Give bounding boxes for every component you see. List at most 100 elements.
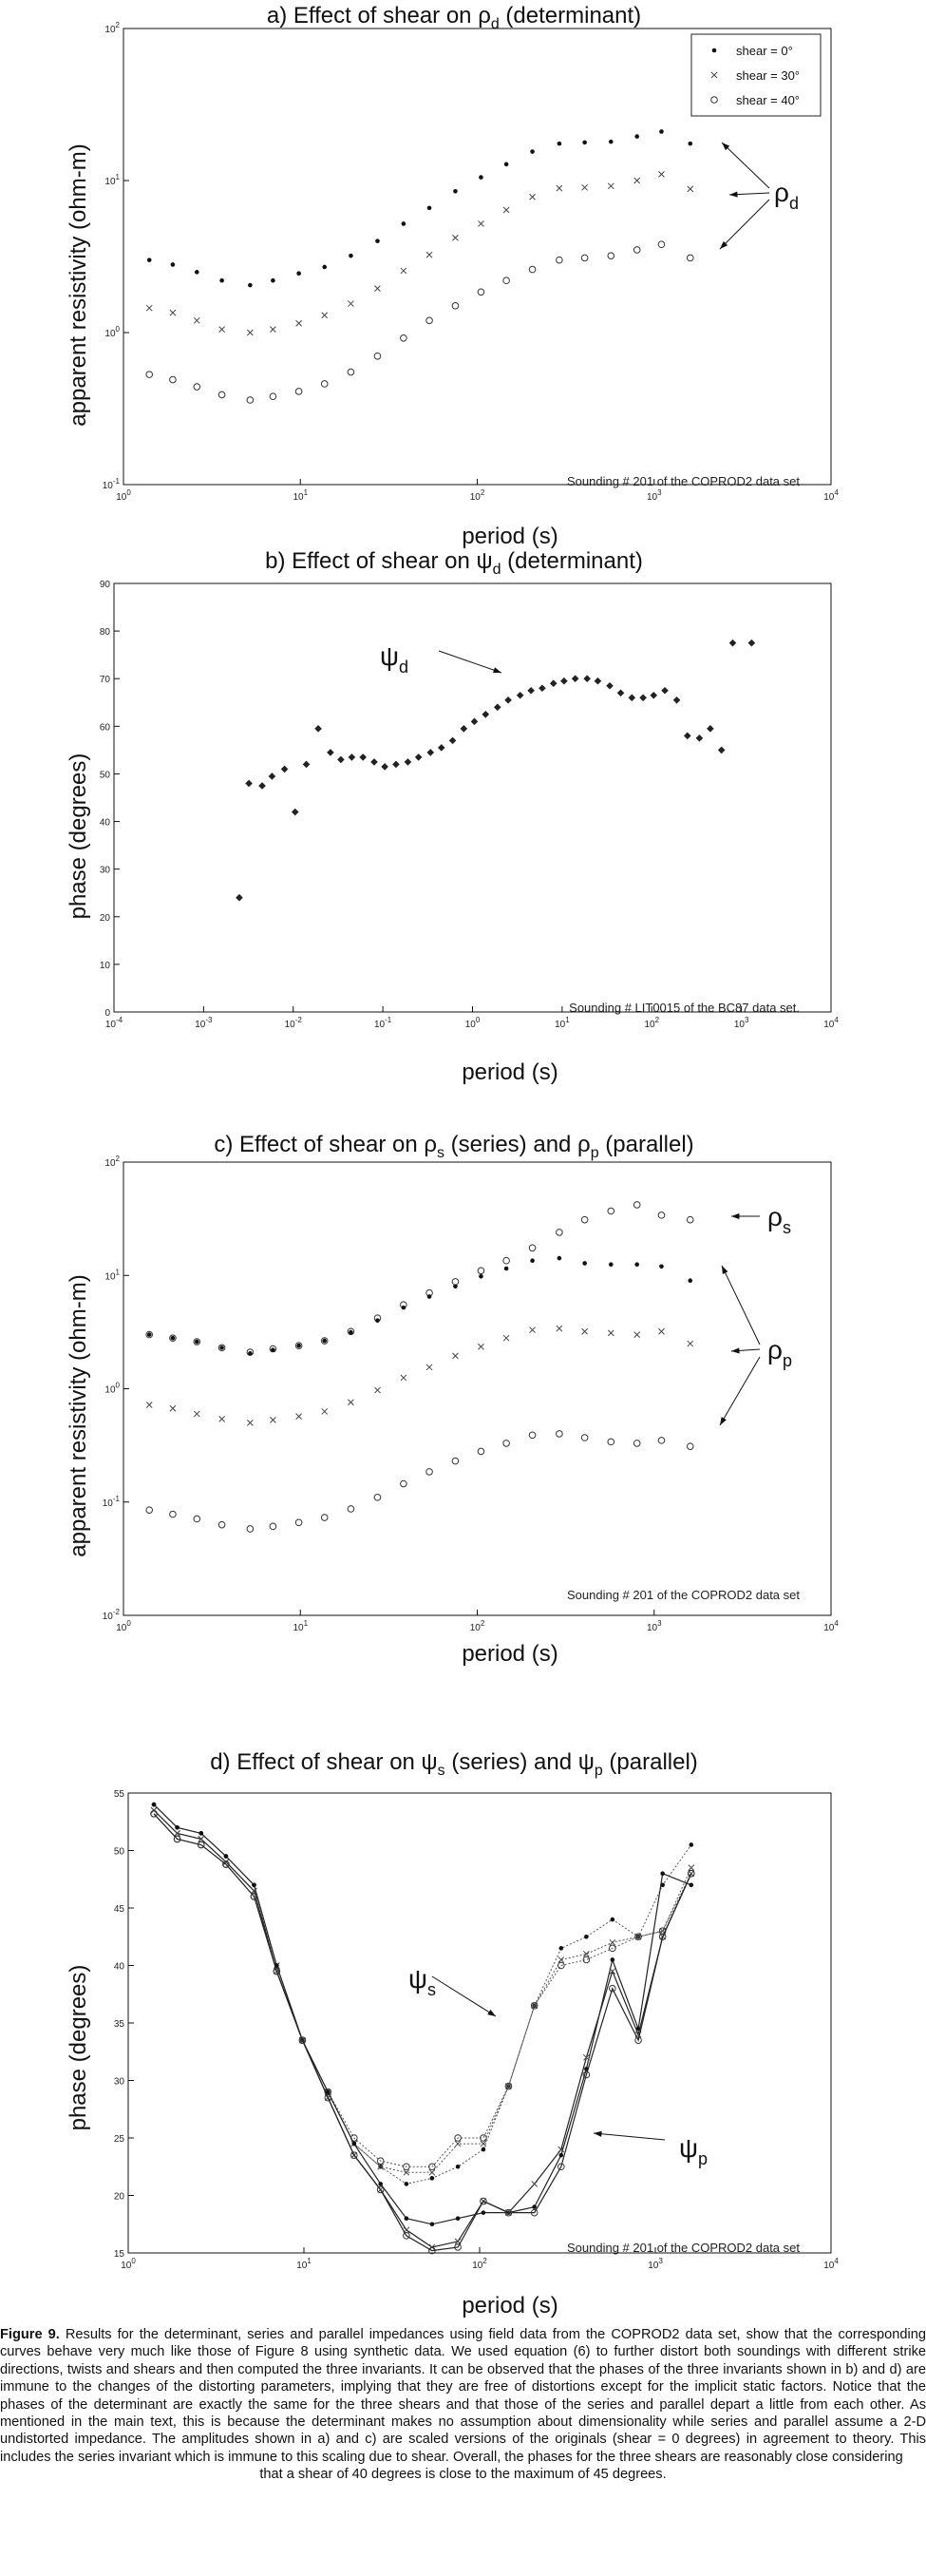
chart-c-rho-s-label: ρs xyxy=(767,1202,791,1237)
chart-d: d) Effect of shear on ψs (series) and ψp… xyxy=(0,1682,926,2320)
chart-a-point-s0 xyxy=(375,239,380,243)
chart-b-point xyxy=(482,711,490,718)
chart-d-point-s2 xyxy=(634,1933,642,1941)
chart-d-point-s2 xyxy=(609,1944,616,1953)
chart-d-point-s5 xyxy=(273,1967,281,1975)
chart-d-point-s0 xyxy=(689,1842,694,1847)
chart-a-point-s0 xyxy=(296,271,301,277)
caption-last-line: that a shear of 40 degrees is close to t… xyxy=(259,2467,667,2483)
chart-c-point-s2 xyxy=(581,1327,588,1335)
chart-c-point-s3 xyxy=(425,1468,433,1476)
chart-a-point-s1 xyxy=(348,300,354,307)
chart-d-point-s4 xyxy=(222,1859,230,1865)
chart-c-point-s2 xyxy=(348,1399,354,1406)
chart-b-ytick-label: 40 xyxy=(100,818,111,829)
chart-a-point-s2 xyxy=(320,380,329,388)
chart-b-ytick-label: 20 xyxy=(100,913,111,924)
chart-c-point-s3 xyxy=(607,1438,615,1446)
chart-a-point-s0 xyxy=(659,129,664,134)
chart-a-ylabel: apparent resistivity (ohm-m) xyxy=(66,143,91,426)
chart-d-svg: d) Effect of shear on ψs (series) and ψp… xyxy=(66,1749,839,2318)
chart-d-point-s5 xyxy=(557,2163,565,2171)
chart-c-point-s0 xyxy=(320,1337,329,1345)
chart-a-point-s1 xyxy=(658,171,665,178)
chart-b-point xyxy=(527,686,535,695)
chart-d-point-s1 xyxy=(609,1938,616,1946)
legend-entry-shear-0: shear = 0° xyxy=(736,44,793,58)
chart-d-point-s5 xyxy=(222,1860,230,1868)
chart-d-ytick-label: 35 xyxy=(114,2019,125,2030)
chart-a-xtick-label: 100 xyxy=(116,488,131,503)
chart-d-point-s2 xyxy=(582,1956,591,1964)
chart-b-point xyxy=(707,725,714,733)
chart-c-point-s2 xyxy=(169,1404,177,1412)
chart-b-point xyxy=(437,744,445,752)
chart-b-point xyxy=(426,749,435,756)
chart-b-point xyxy=(337,755,345,764)
chart-c-arrow xyxy=(719,1356,761,1426)
chart-b-point xyxy=(549,679,557,688)
chart-a-point-s0 xyxy=(170,262,176,267)
chart-d-line-s4 xyxy=(153,1809,692,2248)
chart-c-point-s1 xyxy=(271,1347,275,1352)
chart-a-point-s2 xyxy=(657,240,666,249)
chart-d-point-s0 xyxy=(481,2147,486,2152)
chart-c-point-s3 xyxy=(169,1510,177,1518)
chart-d-point-s1 xyxy=(688,1864,695,1872)
chart-a-point-s0 xyxy=(271,277,275,283)
chart-c-point-s0 xyxy=(451,1278,460,1286)
chart-c-rho-p-label: ρp xyxy=(767,1335,792,1370)
chart-b-point xyxy=(571,675,579,683)
chart-c-point-s1 xyxy=(530,1258,535,1264)
chart-c-point-s3 xyxy=(657,1437,666,1444)
chart-d-point-s3 xyxy=(429,2222,435,2227)
chart-b-point xyxy=(516,691,524,699)
chart-b-point xyxy=(594,677,602,685)
chart-c-point-s3 xyxy=(193,1515,201,1523)
chart-b-point xyxy=(370,758,378,766)
chart-d-point-s1 xyxy=(557,1956,565,1963)
chart-b-ytick-label: 70 xyxy=(100,675,111,685)
chart-a-point-s2 xyxy=(269,392,277,401)
chart-d-point-s2 xyxy=(428,2163,436,2171)
chart-d-line-s3 xyxy=(153,1803,692,2225)
chart-c-point-s3 xyxy=(373,1494,382,1501)
chart-d-point-s5 xyxy=(530,2208,539,2217)
chart-a-point-s0 xyxy=(688,141,693,146)
chart-b-point xyxy=(268,773,276,780)
chart-d-point-s3 xyxy=(481,2210,486,2215)
chart-a-ytick-label: 100 xyxy=(104,325,120,339)
chart-c-point-s2 xyxy=(452,1352,459,1360)
chart-d-point-s5 xyxy=(324,2093,332,2102)
chart-d-ytick-label: 55 xyxy=(114,1789,125,1800)
chart-a-point-s1 xyxy=(400,267,407,275)
chart-a-point-s0 xyxy=(530,149,535,154)
chart-a-point-s1 xyxy=(581,183,588,191)
chart-d-psi-p-label: ψp xyxy=(679,2133,708,2168)
chart-c-point-s2 xyxy=(633,1331,641,1338)
chart-c-point-s2 xyxy=(556,1325,563,1332)
chart-d-xtick-label: 101 xyxy=(296,2257,312,2271)
chart-d-point-s5 xyxy=(480,2197,487,2205)
chart-d-point-s5 xyxy=(250,1893,258,1900)
chart-c-point-s3 xyxy=(556,1430,563,1438)
chart-c-xtick-label: 104 xyxy=(823,1619,839,1633)
chart-d-point-s4 xyxy=(198,1836,205,1842)
chart-b-point xyxy=(280,765,289,773)
chart-b-point xyxy=(717,746,726,754)
chart-c-point-s3 xyxy=(451,1457,460,1465)
chart-c-point-s2 xyxy=(193,1410,200,1418)
chart-b-ytick-label: 90 xyxy=(100,580,111,590)
chart-b-point xyxy=(583,675,591,683)
chart-c-ytick-label: 100 xyxy=(104,1382,120,1396)
chart-c-point-s0 xyxy=(657,1212,666,1219)
chart-c-point-s2 xyxy=(400,1374,407,1382)
chart-b-xtick-label: 10-4 xyxy=(105,1016,123,1030)
chart-d-point-s1 xyxy=(428,2168,436,2176)
chart-b-xtick-label: 103 xyxy=(734,1016,749,1030)
chart-a-point-s1 xyxy=(502,206,510,214)
chart-b-xlabel: period (s) xyxy=(462,1059,557,1085)
chart-c-point-s3 xyxy=(502,1440,510,1447)
chart-d-point-s2 xyxy=(454,2134,462,2142)
chart-c-point-s3 xyxy=(347,1505,355,1513)
